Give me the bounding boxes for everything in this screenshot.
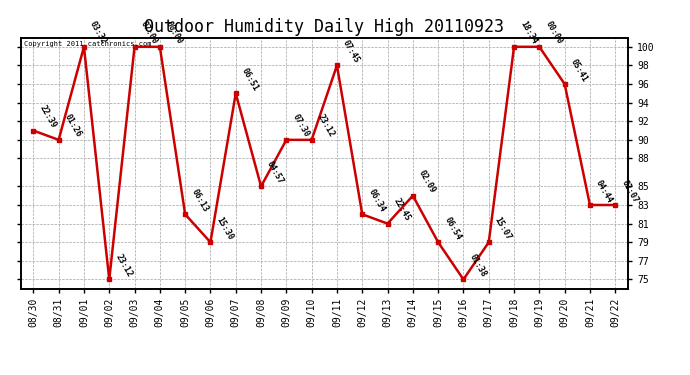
Text: 15:07: 15:07	[493, 215, 513, 242]
Text: 23:12: 23:12	[113, 252, 134, 279]
Text: 02:09: 02:09	[417, 169, 437, 195]
Text: 06:34: 06:34	[366, 188, 386, 213]
Text: 07:00: 07:00	[139, 20, 159, 46]
Text: 01:38: 01:38	[468, 252, 488, 279]
Text: 22:39: 22:39	[37, 104, 58, 130]
Title: Outdoor Humidity Daily High 20110923: Outdoor Humidity Daily High 20110923	[144, 18, 504, 36]
Text: 15:30: 15:30	[215, 215, 235, 242]
Text: 07:30: 07:30	[290, 113, 310, 139]
Text: 02:07: 02:07	[620, 178, 640, 204]
Text: 18:34: 18:34	[518, 20, 538, 46]
Text: 05:41: 05:41	[569, 57, 589, 83]
Text: 03:32: 03:32	[88, 20, 108, 46]
Text: 00:00: 00:00	[164, 20, 184, 46]
Text: 00:00: 00:00	[544, 20, 564, 46]
Text: 06:51: 06:51	[240, 66, 260, 93]
Text: 04:57: 04:57	[265, 159, 286, 186]
Text: 06:13: 06:13	[189, 188, 210, 213]
Text: 06:54: 06:54	[442, 215, 462, 242]
Text: 01:26: 01:26	[63, 113, 83, 139]
Text: Copyright 2011 catchronics.com: Copyright 2011 catchronics.com	[23, 41, 151, 47]
Text: 07:45: 07:45	[341, 39, 362, 64]
Text: 04:44: 04:44	[594, 178, 614, 204]
Text: 22:45: 22:45	[392, 196, 412, 223]
Text: 23:12: 23:12	[316, 113, 336, 139]
